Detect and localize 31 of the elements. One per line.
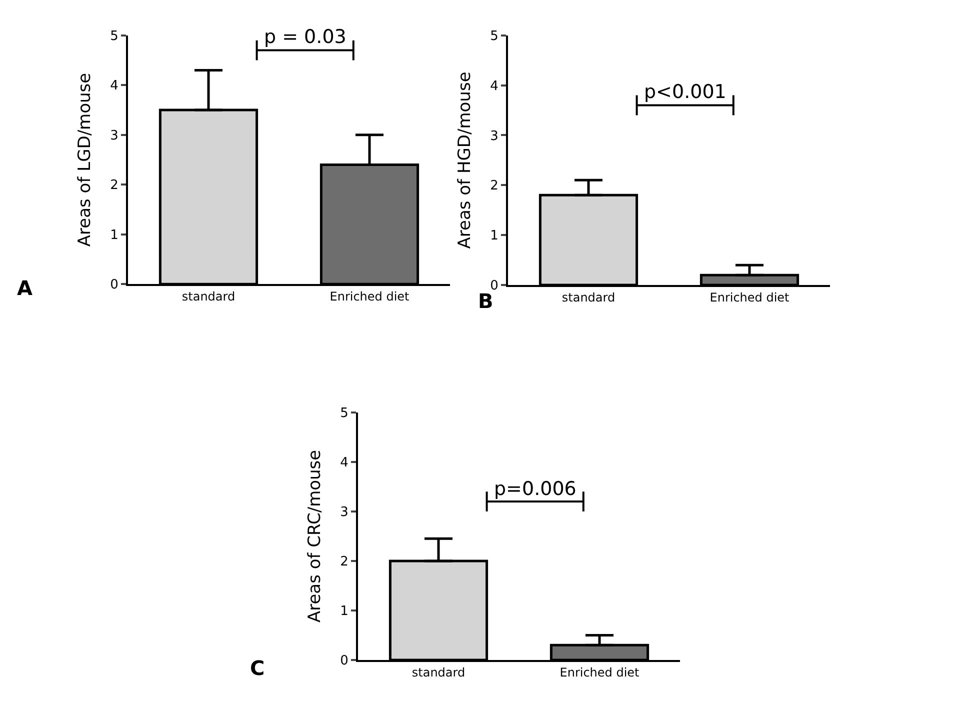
y-tick-label: 0 <box>110 278 118 293</box>
y-tick-label: 3 <box>340 504 348 520</box>
y-tick-label: 3 <box>110 128 118 144</box>
y-tick-label: 4 <box>340 455 348 470</box>
x-tick-label: Enriched diet <box>330 289 410 304</box>
y-tick-label: 1 <box>490 228 498 244</box>
annotation: p=0.006 <box>494 478 576 500</box>
y-tick-label: 2 <box>110 178 118 194</box>
y-axis-title: Areas of LGD/mouse <box>75 72 96 247</box>
y-axis-title: Areas of CRC/mouse <box>305 450 326 623</box>
x-tick-label: standard <box>562 290 616 304</box>
y-tick-label: 2 <box>490 178 498 194</box>
y-axis-title: Areas of HGD/mouse <box>455 72 476 249</box>
y-tick-label: 2 <box>340 554 348 570</box>
x-tick-label: standard <box>412 665 466 680</box>
x-tick-label: Enriched diet <box>560 665 640 680</box>
text: C <box>250 656 265 680</box>
y-tick-label: 5 <box>340 406 348 421</box>
y-tick-label: 4 <box>490 78 498 94</box>
y-tick-label: 1 <box>110 228 118 243</box>
y-tick-label: 4 <box>110 78 118 94</box>
annotation: p = 0.03 <box>264 26 346 48</box>
y-tick-label: 3 <box>490 128 498 144</box>
x-tick-label: Enriched diet <box>710 290 790 304</box>
y-tick-label: 0 <box>340 654 348 669</box>
annotation: p<0.001 <box>644 81 726 103</box>
y-tick-label: 5 <box>490 28 498 44</box>
x-tick-label: standard <box>182 289 236 304</box>
y-tick-label: 1 <box>340 604 348 620</box>
y-tick-label: 5 <box>110 28 118 44</box>
text: A <box>17 276 33 300</box>
